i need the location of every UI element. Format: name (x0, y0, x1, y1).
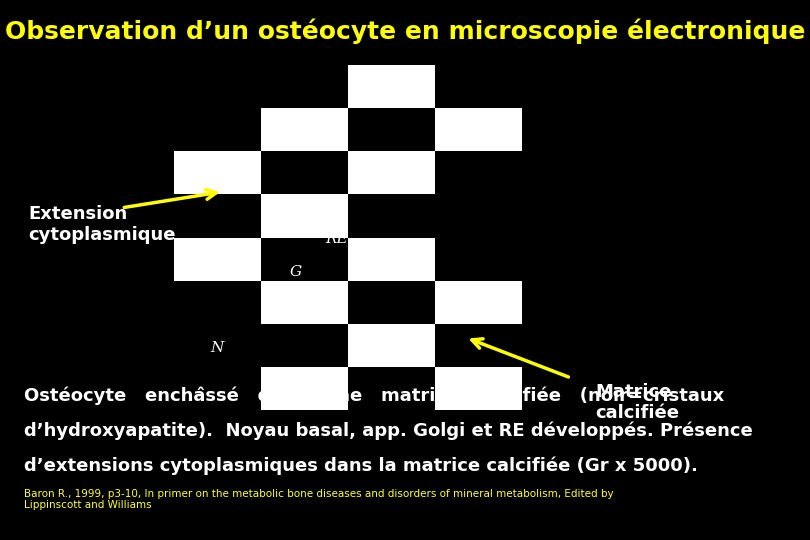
Text: d’hydroxyapatite).  Noyau basal, app. Golgi et RE développés. Présence: d’hydroxyapatite). Noyau basal, app. Gol… (24, 421, 753, 440)
Bar (348, 324, 436, 367)
Text: N: N (211, 341, 224, 355)
Bar (348, 238, 436, 281)
Bar (261, 238, 348, 281)
Bar (436, 281, 522, 324)
Bar (436, 367, 522, 410)
Bar (261, 281, 348, 324)
Text: Matrice
calcifiée: Matrice calcifiée (595, 383, 680, 422)
Bar (261, 194, 348, 238)
Bar (436, 65, 522, 108)
Text: Observation d’un ostéocyte en microscopie électronique: Observation d’un ostéocyte en microscopi… (5, 19, 805, 44)
Bar (174, 281, 261, 324)
Text: RE: RE (326, 232, 348, 246)
Bar (436, 324, 522, 367)
Text: Extension
cytoplasmique: Extension cytoplasmique (28, 205, 176, 244)
Bar (174, 238, 261, 281)
Bar (436, 108, 522, 151)
Text: G: G (290, 265, 301, 279)
Bar (261, 65, 348, 108)
Bar (348, 151, 436, 194)
Text: Ostéocyte   enchâssé   dans   une   matrice   calcifiée   (noir=cristaux: Ostéocyte enchâssé dans une matrice cal… (24, 386, 725, 404)
Bar (261, 367, 348, 410)
Bar (348, 65, 436, 108)
Bar (174, 194, 261, 238)
Bar (348, 281, 436, 324)
Bar (348, 367, 436, 410)
Text: d’extensions cytoplasmiques dans la matrice calcifiée (Gr x 5000).: d’extensions cytoplasmiques dans la matr… (24, 456, 698, 475)
Text: Baron R., 1999, p3-10, In primer on the metabolic bone diseases and disorders of: Baron R., 1999, p3-10, In primer on the … (24, 489, 614, 510)
Bar (436, 238, 522, 281)
Bar (348, 108, 436, 151)
Bar (261, 324, 348, 367)
Bar (348, 194, 436, 238)
Bar (261, 108, 348, 151)
Bar (174, 108, 261, 151)
Bar (436, 151, 522, 194)
Bar (261, 151, 348, 194)
Bar (174, 151, 261, 194)
